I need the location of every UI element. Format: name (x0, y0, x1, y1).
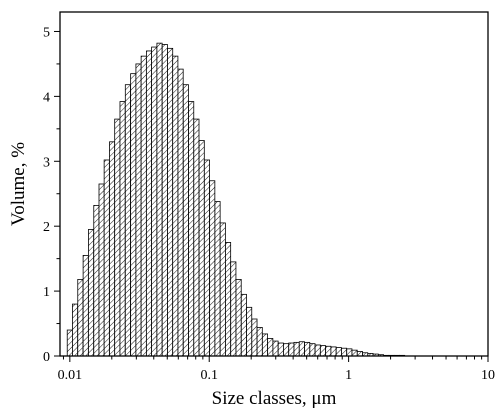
bar (203, 159, 210, 357)
bar (109, 141, 116, 357)
bar (335, 347, 342, 357)
bar (140, 55, 147, 357)
bar (356, 351, 363, 357)
bar (230, 261, 237, 357)
y-tick-label: 2 (43, 220, 50, 235)
bar (177, 68, 184, 357)
bar (288, 342, 295, 357)
bar (235, 279, 242, 357)
y-tick-label: 5 (43, 25, 50, 40)
y-tick-label: 3 (43, 155, 50, 170)
bar (161, 44, 168, 357)
bar (130, 73, 137, 357)
bar (93, 205, 100, 357)
y-tick-label: 0 (43, 350, 50, 365)
bar (261, 333, 268, 357)
bar (309, 343, 316, 357)
bar (346, 348, 353, 357)
bar (182, 84, 189, 357)
bar (219, 222, 226, 357)
bar (267, 338, 274, 357)
bar (72, 303, 79, 357)
bar (304, 341, 311, 357)
bar (256, 327, 263, 357)
bar (172, 55, 179, 357)
x-tick-label: 10 (481, 368, 495, 383)
bar (277, 342, 284, 357)
bar (209, 180, 216, 357)
bar (214, 201, 221, 357)
bar (330, 346, 337, 357)
bar (66, 329, 73, 357)
bar (272, 340, 279, 357)
bar (251, 318, 258, 357)
bar (298, 341, 305, 357)
bar (193, 118, 200, 357)
bar (135, 63, 142, 357)
y-axis-title: Volume, % (8, 142, 29, 226)
bar (293, 341, 300, 357)
bar (146, 50, 153, 357)
bar (225, 242, 232, 357)
bar (341, 347, 348, 357)
bars-group (66, 42, 406, 357)
bar (283, 343, 290, 357)
bar (98, 183, 105, 357)
y-tick-label: 1 (43, 285, 50, 300)
bar (167, 47, 174, 357)
bar (82, 254, 89, 357)
plot-frame (59, 11, 489, 357)
bar (325, 345, 332, 357)
y-tick-label: 4 (43, 90, 50, 105)
bar (198, 140, 205, 357)
bar (114, 118, 121, 357)
bar (103, 159, 110, 357)
bar (77, 279, 84, 357)
x-axis-title: Size classes, μm (212, 388, 337, 409)
bar (119, 101, 126, 357)
bar (88, 229, 95, 357)
y-axis-ticks: 0 1 2 3 4 5 (43, 25, 60, 365)
bar (246, 306, 253, 357)
bar (151, 46, 158, 357)
bar (124, 84, 131, 357)
x-axis-ticks: 0.01 0.1 1 10 (58, 356, 495, 383)
bar (188, 101, 195, 357)
x-tick-label: 1 (345, 368, 352, 383)
bar (351, 349, 358, 357)
bar (314, 344, 321, 357)
bar (156, 42, 163, 357)
bar (240, 293, 247, 357)
x-tick-label: 0.01 (58, 368, 83, 383)
x-tick-label: 0.1 (200, 368, 218, 383)
bar (319, 345, 326, 357)
